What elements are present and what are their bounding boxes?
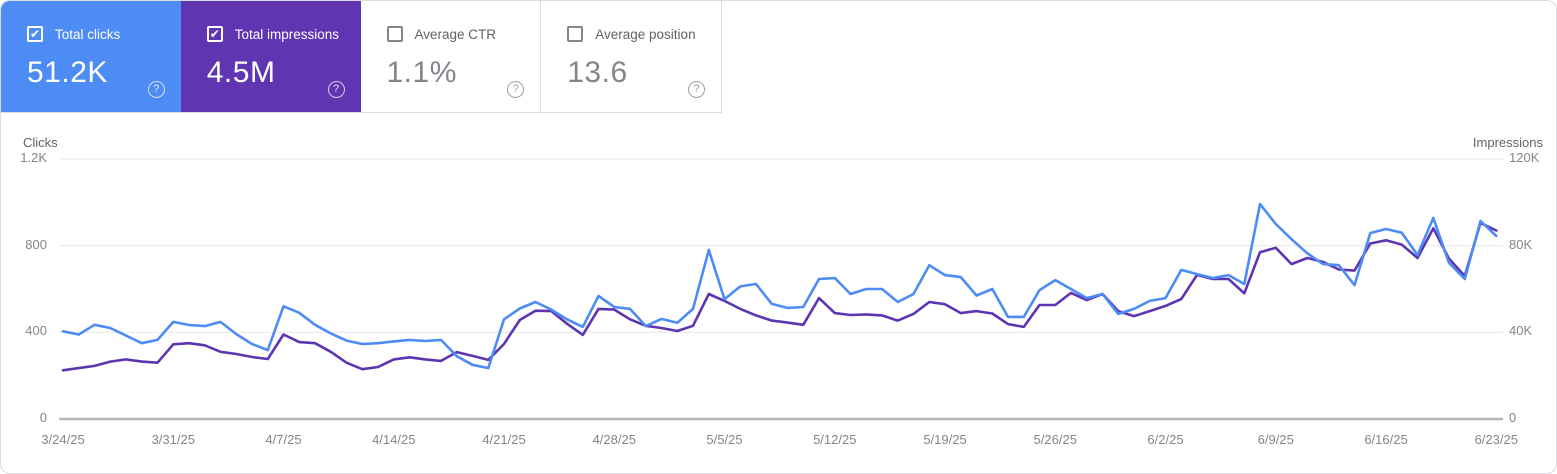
help-icon[interactable]: ? [147,81,165,98]
average-ctr-checkbox-icon[interactable] [386,26,403,42]
help-icon[interactable]: ? [688,81,705,98]
metric-card-label: Average CTR [414,26,497,42]
x-tick-label: 5/5/25 [706,432,743,447]
metric-card-total-clicks[interactable]: Total clicks 51.2K ? [1,1,181,112]
x-tick-label: 6/23/25 [1474,432,1518,447]
metric-card-value: 4.5M [206,56,276,89]
metric-card-average-position[interactable]: Average position 13.6 ? [540,1,721,112]
clicks-line [61,202,1498,370]
metric-card-header: Average position [567,26,721,42]
y-tick-label: 120K [1509,150,1540,165]
y-tick-label: 80K [1509,236,1533,252]
metric-card-total-impressions[interactable]: Total impressions 4.5M ? [180,1,361,112]
help-icon[interactable]: ? [507,81,525,98]
x-tick-label: 5/12/25 [813,432,857,447]
y-tick-label: 0 [1509,410,1517,425]
average-position-checkbox-icon[interactable] [567,26,584,42]
impressions-line [61,221,1498,372]
x-tick-label: 5/19/25 [923,432,967,447]
metric-card-header: Average CTR [386,26,541,42]
total-impressions-checkbox-icon[interactable] [206,26,223,42]
x-tick-label: 4/21/25 [482,432,526,447]
x-tick-label: 4/7/25 [265,432,302,447]
y-tick-label: 1.2K [20,150,47,165]
metric-card-label: Total clicks [55,26,121,42]
y-tick-label: 400 [25,323,47,339]
metric-cards-row: Total clicks 51.2K ? Total impressions 4… [1,1,722,113]
metric-card-average-ctr[interactable]: Average CTR 1.1% ? [361,1,541,112]
metric-card-label: Average position [595,26,696,42]
x-tick-label: 6/2/25 [1147,432,1184,447]
x-tick-label: 4/28/25 [592,432,636,447]
left-axis-title: Clicks [23,135,58,150]
metric-card-header: Total impressions [206,26,361,42]
x-tick-label: 3/24/25 [41,432,85,447]
gridlines [59,158,1503,421]
metric-card-label: Total impressions [234,26,340,42]
help-icon[interactable]: ? [327,81,345,98]
x-tick-label: 5/26/25 [1033,432,1077,447]
y-tick-label: 800 [25,236,47,252]
metric-card-value: 1.1% [386,56,457,89]
y-tick-label: 0 [39,410,47,425]
right-axis-title: Impressions [1472,135,1543,150]
x-tick-label: 3/31/25 [151,432,195,447]
y-tick-label: 40K [1509,323,1533,339]
metric-card-value: 13.6 [567,56,628,89]
x-tick-label: 6/16/25 [1364,432,1408,447]
total-clicks-checkbox-icon[interactable] [27,26,43,42]
x-tick-label: 4/14/25 [372,432,416,447]
metric-card-value: 51.2K [27,56,108,89]
x-tick-label: 6/9/25 [1257,432,1294,447]
metric-card-header: Total clicks [27,26,181,42]
